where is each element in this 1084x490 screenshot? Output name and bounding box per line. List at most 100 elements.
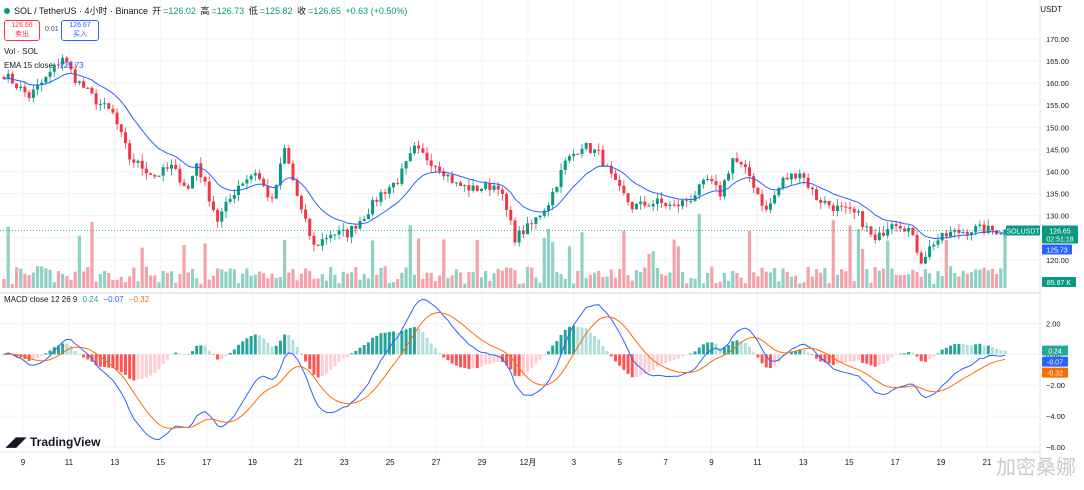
macd-hist-bar	[421, 332, 425, 355]
candle-body	[249, 175, 253, 180]
macd-hist-bar	[995, 348, 999, 355]
candle-body	[894, 224, 898, 227]
macd-hist-bar	[546, 351, 550, 355]
volume-bar	[320, 274, 324, 288]
candle-body	[584, 143, 588, 149]
macd-hist-bar	[379, 333, 383, 355]
macd-hist-bar	[752, 352, 756, 355]
volume-bar	[559, 273, 563, 288]
ema-legend[interactable]: EMA 15 close 125.73	[4, 61, 84, 70]
macd-line	[3, 298, 1006, 441]
macd-hist-bar	[467, 354, 471, 369]
volume-bar	[1003, 228, 1007, 288]
volume-bar	[500, 270, 505, 288]
candle-body	[128, 143, 132, 160]
volume-bar	[123, 282, 128, 288]
macd-hist-bar	[128, 354, 132, 379]
candle-body	[94, 93, 98, 105]
macd-hist-bar	[722, 346, 726, 355]
macd-hist-bar	[944, 347, 948, 355]
macd-hist-bar	[555, 341, 559, 355]
macd-hist-bar	[153, 354, 157, 373]
candle-body	[400, 168, 404, 184]
volume-bar	[182, 244, 186, 288]
volume-bar	[752, 272, 756, 288]
volume-bar	[153, 275, 157, 288]
candle-body	[810, 187, 814, 190]
volume-bar	[706, 272, 710, 288]
volume-bar	[90, 221, 94, 288]
volume-bar	[366, 278, 370, 288]
volume-bar	[605, 276, 609, 288]
volume-bar	[588, 274, 592, 288]
volume-bar	[513, 270, 517, 288]
macd-hist-bar	[542, 354, 546, 356]
macd-hist-bar	[337, 354, 341, 363]
macd-hist-bar	[840, 354, 844, 364]
author-watermark: 加密桑娜	[996, 455, 1076, 479]
macd-hist-bar	[412, 327, 416, 355]
macd-legend[interactable]: MACD close 12 26 9 0.24 −0.07 −0.32	[4, 295, 149, 304]
chart-title[interactable]: SOL / TetherUS · 4小时 · Binance	[14, 6, 149, 16]
macd-hist-bar	[999, 350, 1003, 355]
candle-body	[555, 186, 559, 192]
macd-hist-bar	[400, 330, 404, 355]
volume-legend[interactable]: Vol · SOL	[4, 47, 38, 56]
macd-hist-bar	[354, 351, 358, 355]
macd-hist-bar	[949, 345, 953, 355]
time-tick-label: 25	[386, 458, 395, 467]
volume-bar	[241, 273, 245, 288]
volume-bar	[102, 270, 107, 288]
candle-body	[567, 156, 571, 161]
candle-body	[496, 185, 500, 190]
candle-body	[835, 205, 839, 211]
volume-bar	[580, 232, 584, 288]
candle-body	[505, 193, 509, 210]
macd-hist-bar	[86, 354, 90, 360]
candle-body	[220, 211, 224, 222]
macd-hist-bar	[798, 349, 802, 355]
volume-bar	[429, 272, 433, 288]
macd-hist-bar	[463, 354, 467, 368]
volume-bar	[446, 277, 450, 288]
macd-hist-bar	[530, 354, 534, 369]
ema-badge-text: 125.73	[1046, 247, 1068, 254]
candle-body	[387, 187, 391, 194]
candle-body	[488, 183, 492, 190]
sell-button[interactable]: 126.66 卖出	[4, 20, 40, 41]
volume-bar	[831, 220, 835, 288]
candle-body	[949, 231, 953, 237]
buy-button[interactable]: 126.67 买入	[61, 20, 99, 41]
candle-body	[714, 181, 718, 186]
macd-hist-bar	[605, 351, 609, 355]
volume-bar	[44, 268, 48, 288]
candle-body	[756, 187, 760, 195]
volume-bar	[944, 240, 948, 288]
macd-hist-bar	[362, 345, 366, 355]
candle-body	[375, 199, 379, 202]
chart-header: SOL / TetherUS · 4小时 · Binance 开 =126.02 …	[4, 4, 409, 17]
candle-body	[831, 205, 835, 211]
candle-body	[609, 165, 613, 174]
candle-body	[974, 225, 978, 233]
volume-bar	[852, 281, 856, 288]
candle-body	[886, 229, 890, 236]
volume-bar	[81, 271, 86, 288]
volume-bar	[10, 283, 14, 288]
candle-body	[52, 64, 56, 72]
macd-hist-bar	[718, 347, 722, 355]
macd-hist-bar	[358, 347, 362, 355]
candle-body	[932, 244, 936, 247]
volume-bar	[396, 279, 400, 288]
macd-hist-bar	[295, 346, 299, 355]
ema-badge: 125.73	[1042, 244, 1072, 255]
volume-bar	[86, 266, 90, 288]
currency-label[interactable]: USDT	[1040, 5, 1062, 14]
macd-hist-bar	[44, 353, 48, 355]
macd-hist-bar	[672, 354, 676, 360]
macd-hist-bar	[404, 329, 408, 355]
volume-bar	[408, 225, 412, 288]
macd-hist-bar	[974, 344, 978, 355]
volume-bar	[814, 269, 819, 288]
volume-bar	[496, 268, 500, 288]
